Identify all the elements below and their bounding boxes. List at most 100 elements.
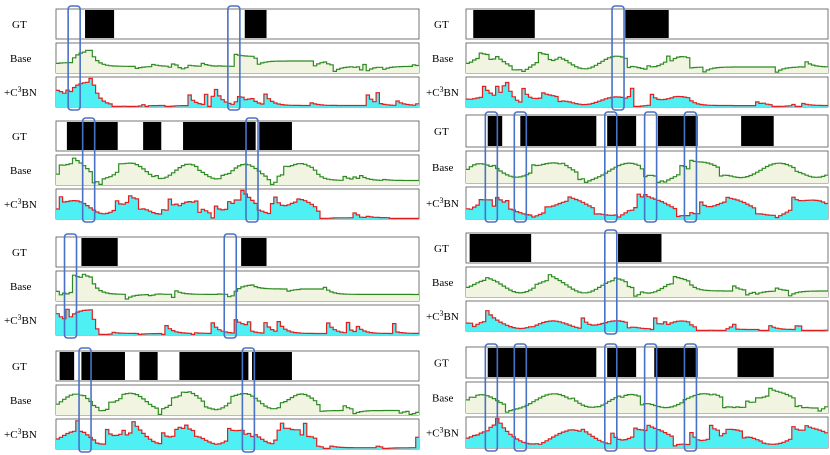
ours-line	[466, 193, 828, 219]
base-line	[56, 273, 419, 300]
base-label: Base	[10, 53, 32, 65]
base-area	[466, 274, 828, 297]
gt-segment	[520, 116, 597, 146]
panel-3: GT Base +C3BN	[4, 117, 420, 223]
ours-area	[56, 190, 419, 219]
highlight-box	[241, 347, 256, 453]
ours-label: +C3BN	[4, 427, 37, 441]
ours-track	[465, 300, 829, 332]
highlight-box	[227, 5, 241, 111]
ours-line	[56, 77, 419, 107]
ours-line	[56, 189, 419, 219]
highlight-box	[643, 343, 658, 452]
base-line	[56, 157, 419, 185]
base-label: Base	[432, 393, 454, 405]
base-area	[56, 274, 419, 301]
base-area	[56, 158, 419, 185]
highlight-box	[484, 343, 499, 452]
base-label: Base	[10, 165, 32, 177]
gt-segment	[244, 10, 267, 38]
base-label: Base	[10, 281, 32, 293]
ours-label: +C3BN	[426, 196, 459, 210]
gt-segment	[66, 122, 118, 150]
panel-4: GT Base +C3BN	[426, 111, 829, 223]
gt-segment	[81, 352, 125, 380]
gt-segment	[625, 10, 669, 38]
gt-label: GT	[12, 131, 27, 143]
gt-segment	[607, 116, 637, 146]
base-label: Base	[10, 395, 32, 407]
highlight-box	[603, 229, 618, 335]
gt-segment	[487, 348, 597, 377]
ours-label: +C3BN	[4, 85, 37, 99]
gt-segment	[81, 238, 118, 266]
highlight-box	[603, 343, 618, 452]
gt-segment	[179, 352, 249, 380]
highlight-box	[611, 5, 625, 111]
ours-line	[56, 420, 419, 449]
highlight-box	[223, 233, 238, 339]
gt-segment	[259, 122, 292, 150]
highlight-box	[67, 5, 81, 111]
panel-5: GT Base +C3BN	[4, 233, 420, 339]
ours-area	[56, 420, 419, 449]
gt-segment	[139, 352, 158, 380]
base-line	[466, 274, 828, 297]
panel-6: GT Base +C3BN	[426, 229, 829, 335]
gt-label: GT	[12, 361, 27, 373]
ours-label: +C3BN	[4, 197, 37, 211]
ours-line	[466, 310, 828, 331]
highlight-box	[643, 111, 658, 223]
gt-track	[55, 8, 420, 40]
highlight-box	[603, 111, 618, 223]
panel-7: GT Base +C3BN	[4, 347, 420, 453]
ours-area	[466, 82, 828, 107]
gt-label: GT	[434, 126, 449, 138]
highlight-box	[484, 111, 499, 223]
base-line	[466, 52, 828, 73]
base-area	[466, 388, 828, 413]
ours-area	[466, 310, 828, 331]
panel-8: GT Base +C3BN	[426, 343, 829, 452]
highlight-box	[245, 117, 259, 223]
highlight-box	[513, 111, 528, 223]
gt-label: GT	[434, 19, 449, 31]
base-line	[56, 391, 419, 415]
base-line	[56, 49, 419, 72]
ours-label: +C3BN	[426, 85, 459, 99]
base-label: Base	[432, 277, 454, 289]
highlight-box	[78, 347, 92, 453]
gt-segment	[85, 10, 115, 38]
base-area	[56, 391, 419, 415]
gt-segment	[469, 234, 532, 262]
gt-segment	[252, 352, 292, 380]
panel-2: GT Base +C3BN	[426, 5, 829, 111]
highlight-box	[63, 233, 78, 339]
ours-line	[466, 81, 828, 107]
base-label: Base	[432, 53, 454, 65]
gt-segment	[741, 116, 774, 146]
gt-label: GT	[12, 19, 27, 31]
gt-label: GT	[12, 247, 27, 259]
gt-segment	[59, 352, 75, 380]
gt-segment	[473, 10, 535, 38]
gt-segment	[618, 234, 662, 262]
highlight-box	[513, 343, 528, 452]
gt-segment	[487, 116, 503, 146]
highlight-box	[683, 343, 698, 452]
base-area	[466, 52, 828, 73]
gt-label: GT	[434, 358, 449, 370]
gt-segment	[241, 238, 267, 266]
gt-label: GT	[434, 243, 449, 255]
ours-label: +C3BN	[426, 309, 459, 323]
gt-segment	[183, 122, 256, 150]
gt-segment	[143, 122, 162, 150]
gt-segment	[657, 116, 698, 146]
base-area	[466, 160, 828, 183]
gt-segment	[737, 348, 774, 377]
ours-label: +C3BN	[4, 313, 37, 327]
ours-label: +C3BN	[426, 426, 459, 440]
base-label: Base	[432, 162, 454, 174]
gt-segment	[654, 348, 698, 377]
